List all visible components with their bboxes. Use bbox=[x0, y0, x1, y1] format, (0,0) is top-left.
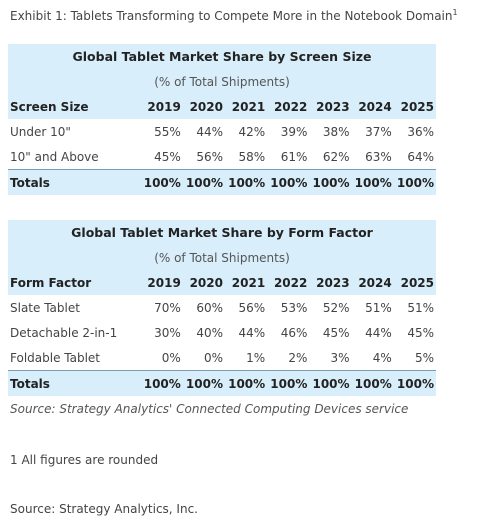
cell-value: 58% bbox=[238, 149, 266, 164]
cell-value: 44% bbox=[196, 124, 223, 139]
totals-row: Totals 100% 100% 100% 100% 100% 100% 100% bbox=[8, 370, 436, 396]
header-year: 2020 bbox=[182, 270, 225, 295]
footnote: 1 All figures are rounded bbox=[10, 453, 159, 467]
totals-value: 100% bbox=[309, 370, 352, 396]
cell-value: 62% bbox=[322, 149, 350, 164]
cell-value: 46% bbox=[280, 325, 308, 340]
cell-value: 63% bbox=[365, 149, 392, 164]
source-note-italic: Source: Strategy Analytics' Connected Co… bbox=[10, 402, 409, 416]
table-row: Under 10" 55% 44% 42% 39% 38% 37% 36% bbox=[8, 119, 436, 144]
cell-value: 0% bbox=[203, 350, 223, 365]
table-subtitle: (% of Total Shipments) bbox=[8, 245, 436, 270]
table-title-row: Global Tablet Market Share by Screen Siz… bbox=[8, 44, 436, 69]
totals-value: 100% bbox=[140, 370, 183, 396]
header-year: 2024 bbox=[351, 270, 394, 295]
form-factor-table: Global Tablet Market Share by Form Facto… bbox=[8, 220, 436, 396]
cell-value: 37% bbox=[365, 124, 392, 139]
row-label: Under 10" bbox=[10, 124, 71, 139]
header-year: 2019 bbox=[140, 94, 183, 119]
cell-value: 2% bbox=[288, 350, 308, 365]
exhibit-title: Exhibit 1: Tablets Transforming to Compe… bbox=[10, 8, 458, 23]
cell-value: 53% bbox=[280, 300, 308, 315]
table-subtitle-row: (% of Total Shipments) bbox=[8, 69, 436, 94]
header-year: 2025 bbox=[393, 270, 436, 295]
totals-value: 100% bbox=[351, 370, 394, 396]
table-row: Slate Tablet 70% 60% 56% 53% 52% 51% 51% bbox=[8, 295, 436, 320]
totals-value: 100% bbox=[393, 370, 436, 396]
cell-value: 51% bbox=[365, 300, 392, 315]
totals-row: Totals 100% 100% 100% 100% 100% 100% 100% bbox=[8, 169, 436, 195]
cell-value: 40% bbox=[196, 325, 223, 340]
header-year: 2023 bbox=[309, 94, 352, 119]
table-row: 10" and Above 45% 56% 58% 61% 62% 63% 64% bbox=[8, 144, 436, 170]
header-label: Screen Size bbox=[8, 94, 141, 119]
totals-value: 100% bbox=[267, 370, 310, 396]
table-row: Detachable 2-in-1 30% 40% 44% 46% 45% 44% 45% bbox=[8, 320, 436, 345]
screen-size-table: Global Tablet Market Share by Screen Siz… bbox=[8, 44, 436, 195]
table-title-row: Global Tablet Market Share by Form Facto… bbox=[8, 220, 436, 245]
totals-value: 100% bbox=[393, 169, 436, 195]
table-subtitle-row: (% of Total Shipments) bbox=[8, 245, 436, 270]
cell-value: 60% bbox=[196, 300, 223, 315]
table-subtitle: (% of Total Shipments) bbox=[8, 69, 436, 94]
exhibit-title-text: Exhibit 1: Tablets Transforming to Compe… bbox=[10, 9, 453, 23]
cell-value: 44% bbox=[365, 325, 392, 340]
cell-value: 56% bbox=[238, 300, 266, 315]
cell-value: 3% bbox=[330, 350, 350, 365]
header-year: 2021 bbox=[224, 94, 268, 119]
cell-value: 45% bbox=[407, 325, 434, 340]
table-title: Global Tablet Market Share by Form Facto… bbox=[8, 220, 436, 245]
cell-value: 1% bbox=[246, 350, 266, 365]
cell-value: 38% bbox=[322, 124, 350, 139]
footnote-mark: 1 bbox=[452, 8, 458, 17]
cell-value: 45% bbox=[154, 149, 181, 164]
totals-label: Totals bbox=[8, 169, 141, 195]
cell-value: 42% bbox=[238, 124, 266, 139]
cell-value: 0% bbox=[161, 350, 181, 365]
totals-value: 100% bbox=[351, 169, 394, 195]
row-label: Detachable 2-in-1 bbox=[10, 325, 118, 340]
cell-value: 5% bbox=[414, 350, 434, 365]
header-year: 2021 bbox=[224, 270, 268, 295]
row-label: Foldable Tablet bbox=[10, 350, 101, 365]
cell-value: 44% bbox=[238, 325, 266, 340]
cell-value: 30% bbox=[154, 325, 181, 340]
totals-value: 100% bbox=[140, 169, 183, 195]
cell-value: 52% bbox=[322, 300, 350, 315]
table-header-row: Form Factor 2019 2020 2021 2022 2023 2024 2025 bbox=[8, 270, 436, 295]
totals-value: 100% bbox=[224, 370, 268, 396]
cell-value: 39% bbox=[280, 124, 308, 139]
row-label: 10" and Above bbox=[10, 149, 99, 164]
table-title: Global Tablet Market Share by Screen Siz… bbox=[8, 44, 436, 69]
header-label: Form Factor bbox=[8, 270, 141, 295]
source-note: Source: Strategy Analytics, Inc. bbox=[10, 502, 198, 516]
totals-value: 100% bbox=[182, 169, 225, 195]
header-year: 2024 bbox=[351, 94, 394, 119]
cell-value: 64% bbox=[407, 149, 434, 164]
header-year: 2022 bbox=[267, 270, 310, 295]
header-year: 2022 bbox=[267, 94, 310, 119]
cell-value: 70% bbox=[154, 300, 181, 315]
totals-value: 100% bbox=[182, 370, 225, 396]
cell-value: 4% bbox=[372, 350, 392, 365]
header-year: 2019 bbox=[140, 270, 183, 295]
totals-value: 100% bbox=[267, 169, 310, 195]
totals-value: 100% bbox=[309, 169, 352, 195]
table-row: Foldable Tablet 0% 0% 1% 2% 3% 4% 5% bbox=[8, 345, 436, 371]
header-year: 2023 bbox=[309, 270, 352, 295]
totals-label: Totals bbox=[8, 370, 141, 396]
cell-value: 36% bbox=[407, 124, 434, 139]
row-label: Slate Tablet bbox=[10, 300, 80, 315]
cell-value: 45% bbox=[322, 325, 350, 340]
cell-value: 61% bbox=[280, 149, 308, 164]
cell-value: 51% bbox=[407, 300, 434, 315]
header-year: 2025 bbox=[393, 94, 436, 119]
header-year: 2020 bbox=[182, 94, 225, 119]
cell-value: 55% bbox=[154, 124, 181, 139]
totals-value: 100% bbox=[224, 169, 268, 195]
table-header-row: Screen Size 2019 2020 2021 2022 2023 2024 2025 bbox=[8, 94, 436, 119]
cell-value: 56% bbox=[196, 149, 223, 164]
